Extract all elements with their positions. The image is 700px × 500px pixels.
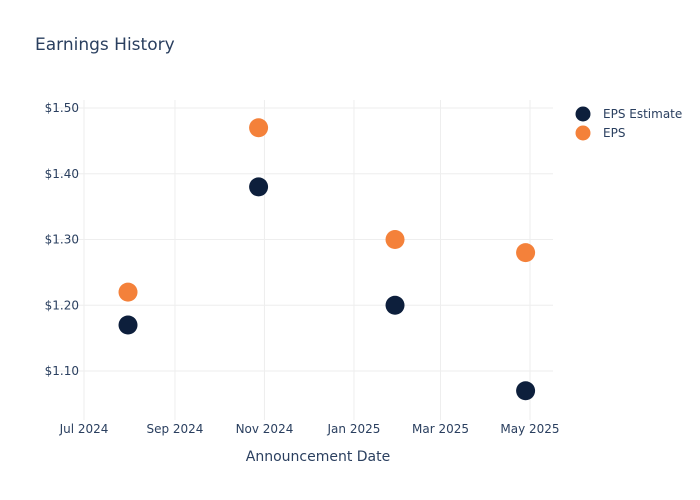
eps-estimate-point[interactable] xyxy=(249,177,269,197)
legend-label: EPS Estimate xyxy=(603,107,682,121)
eps-estimate-point[interactable] xyxy=(516,381,536,401)
eps-point[interactable] xyxy=(516,243,536,263)
eps-point[interactable] xyxy=(385,230,405,249)
y-tick-label: $1.40 xyxy=(45,167,79,181)
x-tick-label: Mar 2025 xyxy=(412,422,469,436)
legend-marker xyxy=(575,125,591,141)
legend-label: EPS xyxy=(603,126,625,140)
x-axis-label: Announcement Date xyxy=(246,449,390,465)
chart-title: Earnings History xyxy=(35,35,175,55)
grid xyxy=(57,100,553,420)
legend-item-eps[interactable]: EPS xyxy=(575,125,626,141)
eps-estimate-point[interactable] xyxy=(118,315,138,335)
eps-estimate-point[interactable] xyxy=(385,295,405,315)
y-tick-label: $1.50 xyxy=(45,101,79,115)
y-axis-ticks: $1.10 $1.20 $1.30 $1.40 $1.50 xyxy=(45,101,79,378)
legend[interactable]: EPS Estimate EPS xyxy=(575,106,683,141)
data-points xyxy=(118,118,536,401)
y-tick-label: $1.10 xyxy=(45,364,79,378)
eps-point[interactable] xyxy=(249,118,269,138)
x-tick-label: Jan 2025 xyxy=(327,422,381,436)
x-tick-label: Jul 2024 xyxy=(59,422,109,436)
legend-item-eps-estimate[interactable]: EPS Estimate xyxy=(575,106,683,122)
x-tick-label: May 2025 xyxy=(500,422,559,436)
eps-point[interactable] xyxy=(118,282,138,302)
legend-marker xyxy=(575,106,591,122)
y-tick-label: $1.20 xyxy=(45,298,79,312)
x-tick-label: Nov 2024 xyxy=(236,422,294,436)
x-axis-ticks: Jul 2024 Sep 2024 Nov 2024 Jan 2025 Mar 2025… xyxy=(59,422,560,436)
y-tick-label: $1.30 xyxy=(45,233,79,247)
x-tick-label: Sep 2024 xyxy=(146,422,203,436)
